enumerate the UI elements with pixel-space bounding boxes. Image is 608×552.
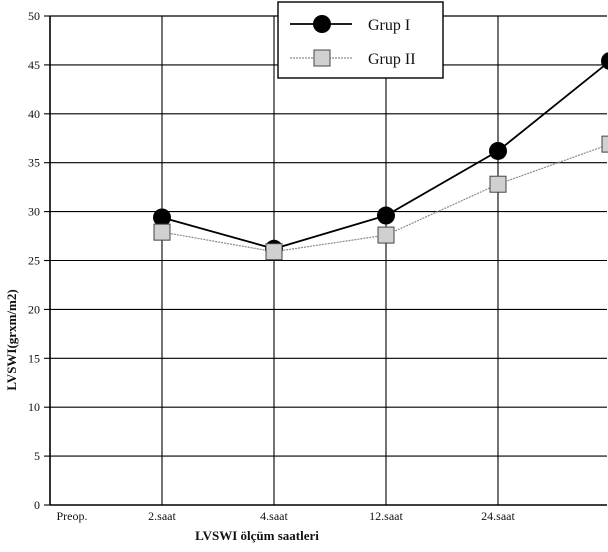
y-tick-label: 5 [34, 449, 40, 463]
data-point-grup-ii [153, 223, 171, 241]
axis-layer: 0 5 10 15 20 25 30 35 40 45 50 Preop. 2.saat 4.saat 12… [28, 9, 607, 523]
legend-label-grup-ii: Grup II [368, 51, 416, 68]
legend-marker-grup-i [313, 15, 331, 33]
data-point-grup-i [601, 52, 608, 70]
x-tick-label: 4.saat [260, 509, 288, 523]
y-tick-label: 15 [28, 351, 40, 365]
data-point-grup-ii [601, 135, 608, 153]
y-tick-label: 30 [28, 205, 40, 219]
y-tick-label: 35 [28, 156, 40, 170]
x-axis-title: LVSWI ölçüm saatleri [195, 528, 319, 543]
y-tick-label: 40 [28, 107, 40, 121]
y-tick-label: 20 [28, 302, 40, 316]
y-tick-label: 25 [28, 254, 40, 268]
legend: Grup I Grup II [277, 1, 444, 79]
y-tick-label: 10 [28, 400, 40, 414]
data-point-grup-ii [489, 175, 507, 193]
grid-layer [50, 15, 607, 506]
y-axis-title: LVSWI(grxm/m2) [4, 289, 19, 390]
data-point-grup-i [489, 141, 507, 160]
x-tick-label: 12.saat [369, 509, 403, 523]
y-tick-label: 45 [28, 58, 40, 72]
data-point-grup-i [153, 208, 171, 227]
x-tick-label: 2.saat [148, 509, 176, 523]
data-point-grup-ii [377, 226, 395, 244]
legend-label-grup-i: Grup I [368, 17, 410, 34]
x-tick-label: Preop. [57, 509, 88, 523]
series-layer [153, 52, 608, 261]
data-point-grup-ii [265, 243, 283, 261]
legend-box [277, 1, 444, 79]
y-tick-label: 0 [34, 498, 40, 512]
y-tick-label: 50 [28, 9, 40, 23]
legend-marker-grup-ii [313, 49, 331, 67]
data-point-grup-i [377, 206, 395, 225]
x-tick-label: 24.saat [481, 509, 515, 523]
